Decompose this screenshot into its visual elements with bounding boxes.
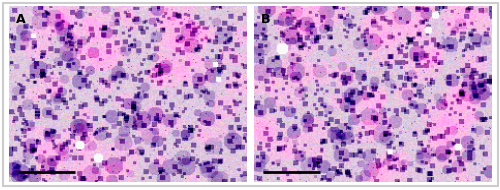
Text: A: A xyxy=(16,13,26,26)
Text: B: B xyxy=(261,13,270,26)
